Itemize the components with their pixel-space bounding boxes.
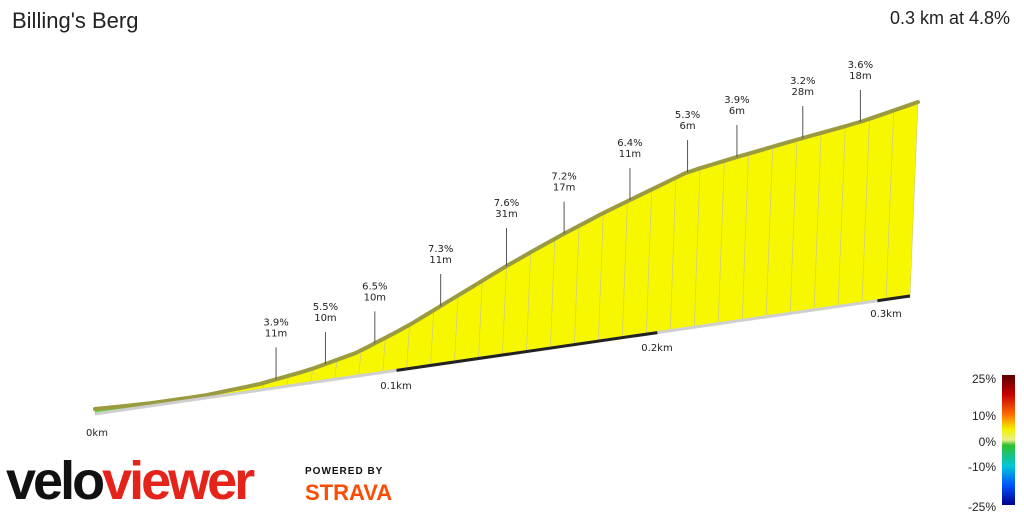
segment-length-label: 6m bbox=[729, 106, 745, 117]
profile-slice bbox=[526, 238, 556, 352]
distance-tick-label: 0.3km bbox=[870, 309, 901, 320]
distance-labels: 0km 0.1km 0.2km 0.3km bbox=[86, 309, 902, 439]
segment-length-label: 10m bbox=[314, 313, 336, 324]
segment-grade-label: 6.5% bbox=[362, 281, 387, 292]
segment-length-label: 6m bbox=[680, 121, 696, 132]
distance-tick-label: 0.2km bbox=[641, 343, 672, 354]
grade-scale-label: 10% bbox=[972, 409, 996, 423]
logo-viewer: viewer bbox=[102, 451, 255, 511]
segment-length-label: 11m bbox=[265, 328, 287, 339]
grade-scale-label: 0% bbox=[979, 435, 997, 449]
climb-summary: 0.3 km at 4.8% bbox=[889, 8, 1010, 28]
grade-scale-label: -25% bbox=[968, 500, 996, 512]
grade-scale-bar bbox=[1002, 375, 1015, 505]
segment-length-label: 31m bbox=[495, 209, 517, 220]
grade-scale-label: -10% bbox=[968, 460, 996, 474]
segment-length-label: 10m bbox=[364, 292, 386, 303]
strava-logo: STRAVA bbox=[305, 480, 393, 505]
segment-length-label: 18m bbox=[849, 71, 871, 82]
veloviewer-logo: veloviewer bbox=[6, 450, 255, 512]
segment-grade-label: 3.9% bbox=[724, 95, 749, 106]
distance-tick-label: 0km bbox=[86, 428, 108, 439]
segment-grade-label: 3.6% bbox=[848, 60, 873, 71]
segment-grade-label: 6.4% bbox=[617, 138, 642, 149]
profile-layer bbox=[93, 100, 920, 416]
segment-length-label: 11m bbox=[429, 255, 451, 266]
powered-by-label: POWERED BY bbox=[305, 466, 384, 477]
segment-length-label: 28m bbox=[792, 87, 814, 98]
segment-length-label: 17m bbox=[553, 183, 575, 194]
segment-grade-label: 7.3% bbox=[428, 244, 453, 255]
distance-band bbox=[877, 294, 911, 303]
segment-grade-label: 3.9% bbox=[263, 317, 288, 328]
grade-color-scale: 25% 10% 0% -10% -25% bbox=[968, 372, 1015, 512]
segment-labels: 3.9%11m5.5%10m6.5%10m7.3%11m7.6%31m7.2%1… bbox=[263, 60, 873, 380]
segment-grade-label: 3.2% bbox=[790, 76, 815, 87]
segment-grade-label: 7.2% bbox=[551, 172, 576, 183]
distance-band bbox=[396, 331, 658, 372]
grade-scale-label: 25% bbox=[972, 372, 996, 386]
logo-velo: velo bbox=[6, 451, 105, 511]
segment-grade-label: 7.6% bbox=[494, 198, 519, 209]
page-title: Billing's Berg bbox=[12, 8, 139, 33]
segment-grade-label: 5.5% bbox=[313, 302, 338, 313]
distance-tick-label: 0.1km bbox=[380, 381, 411, 392]
segment-length-label: 11m bbox=[619, 149, 641, 160]
segment-grade-label: 5.3% bbox=[675, 110, 700, 121]
